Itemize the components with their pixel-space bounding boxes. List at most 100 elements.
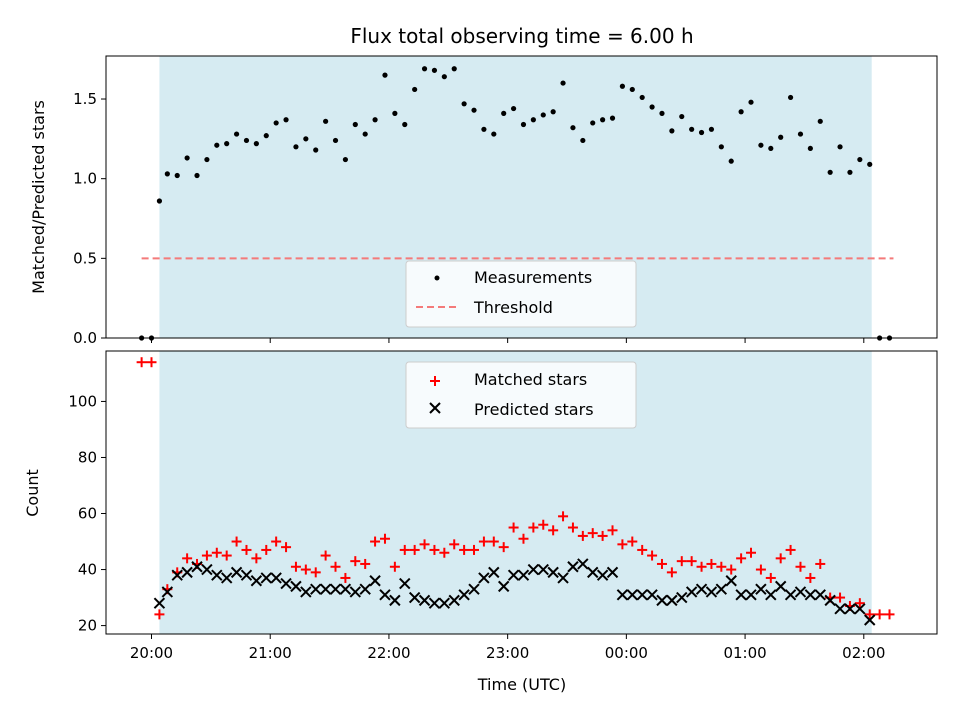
predicted-stars-point [755, 583, 767, 595]
measurement-point [471, 107, 477, 113]
matched-stars-point [320, 550, 331, 561]
measurement-point [778, 134, 784, 140]
predicted-stars-point [725, 575, 737, 587]
matched-stars-point [389, 561, 400, 572]
matched-stars-point [656, 558, 667, 569]
measurement-point [174, 172, 180, 179]
matched-stars-point [815, 558, 826, 569]
measurement-point [758, 142, 764, 148]
predicted-stars-point [606, 566, 619, 579]
predicted-stars-point [171, 569, 183, 581]
x-tick-label: 02:00 [842, 644, 885, 662]
measurement-point [649, 104, 655, 110]
matched-stars-point [459, 544, 470, 555]
legend-label-threshold: Threshold [473, 298, 553, 317]
measurement-point [204, 156, 210, 163]
matched-stars-point [439, 547, 450, 558]
matched-stars-point [478, 536, 489, 547]
matched-stars-point [241, 544, 252, 555]
matched-stars-point [419, 539, 430, 550]
matched-stars-point [231, 536, 242, 547]
measurement-point [847, 169, 853, 175]
matched-stars-point [508, 522, 519, 533]
matched-stars-point [488, 536, 499, 547]
matched-stars-point [706, 558, 717, 569]
predicted-stars-point [646, 589, 658, 601]
measurement-point [580, 137, 586, 144]
matched-stars-point [310, 567, 321, 578]
matched-stars-point [548, 525, 559, 536]
predicted-stars-point [497, 580, 510, 593]
measurement-point [342, 156, 349, 163]
matched-stars-point [884, 609, 895, 620]
legend-top: Measurements Threshold [405, 260, 637, 328]
matched-stars-point [360, 558, 371, 569]
x-tick-label: 20:00 [130, 644, 173, 662]
predicted-stars-point [537, 563, 549, 576]
measurement-point [303, 136, 309, 142]
predicted-stars-point [270, 572, 282, 584]
predicted-stars-point [666, 594, 678, 607]
matched-stars-point [449, 539, 460, 550]
predicted-stars-point [577, 558, 589, 570]
measurement-point [323, 118, 329, 124]
measurement-point [313, 147, 319, 153]
measurement-point [362, 131, 368, 137]
predicted-stars-point [399, 577, 411, 590]
predicted-stars-point [794, 586, 807, 598]
predicted-stars-point [478, 572, 490, 584]
predicted-stars-point [626, 589, 639, 601]
matched-stars-point [765, 572, 776, 583]
predicted-stars-point [765, 589, 777, 601]
predicted-stars-point [616, 589, 629, 601]
matched-stars-point [686, 556, 697, 567]
predicted-stars-point [240, 569, 253, 581]
matched-stars-point [201, 550, 212, 561]
predicted-stars-point [705, 586, 718, 598]
matched-stars-point [835, 592, 846, 603]
predicted-stars-point [844, 603, 856, 615]
measurement-point [332, 137, 339, 144]
measurement-point [728, 158, 734, 164]
predicted-stars-point [369, 575, 381, 587]
predicted-stars-point [567, 561, 579, 573]
x-tick-label: 00:00 [605, 644, 648, 662]
panel-counts: 20 40 60 80 100 20:00 21:00 22:00 23:00 00:00 01:… [23, 350, 938, 694]
matched-stars-point [350, 556, 361, 567]
measurement-point [184, 155, 190, 161]
predicted-stars-point [745, 589, 757, 601]
matched-stars-point [498, 542, 509, 553]
measurement-point [787, 94, 794, 101]
measurement-point [441, 74, 447, 80]
legend-label-matched: Matched stars [474, 370, 587, 389]
predicted-stars-point [329, 583, 342, 595]
matched-stars-point [874, 609, 885, 620]
predicted-stars-point [854, 603, 866, 615]
matched-stars-point [182, 553, 193, 564]
matched-stars-point [399, 544, 410, 555]
predicted-stars-point [359, 583, 371, 595]
measurement-point [827, 169, 833, 175]
measurement-point [708, 126, 715, 132]
matched-stars-point [647, 550, 658, 561]
x-tick-label: 21:00 [249, 644, 292, 662]
predicted-stars-point [201, 563, 213, 576]
x-axis-label: Time (UTC) [477, 675, 566, 694]
measurement-point [807, 145, 813, 152]
matched-stars-point [805, 572, 816, 583]
matched-stars-point [271, 536, 282, 547]
panel-ratio: 0.0 0.5 1.0 1.5 Matched/Predicted stars Mea… [29, 55, 938, 347]
matched-stars-point [379, 533, 390, 544]
legend-box-top [405, 260, 637, 328]
matched-stars-point [409, 544, 420, 555]
predicted-stars-point [587, 566, 599, 579]
legend-label-predicted: Predicted stars [474, 400, 594, 419]
predicted-stars-point [220, 572, 233, 584]
measurement-point [718, 144, 724, 150]
predicted-stars-point [319, 583, 332, 595]
predicted-stars-point [438, 597, 451, 609]
measurement-point [461, 101, 467, 107]
matched-stars-point [785, 544, 796, 555]
measurement-point [233, 131, 240, 137]
measurement-point [797, 131, 804, 137]
